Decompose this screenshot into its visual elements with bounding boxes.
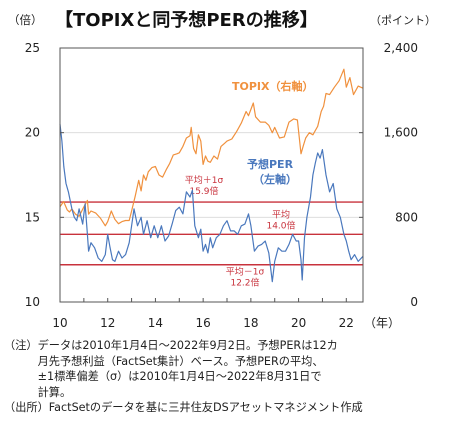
topix-series-label: TOPIX（右軸） bbox=[232, 79, 314, 93]
left-tick-label: 25 bbox=[25, 41, 40, 55]
x-tick-label: 18 bbox=[243, 316, 258, 330]
note-caveat-head: （注） bbox=[4, 339, 38, 352]
topix-line bbox=[59, 68, 364, 227]
right-tick-label: 1,600 bbox=[384, 126, 418, 140]
x-tick-label: 12 bbox=[100, 316, 115, 330]
right-tick-label: 0 bbox=[410, 295, 418, 309]
right-tick-label: 2,400 bbox=[384, 41, 418, 55]
note-caveat-line: 月先予想利益（FactSet集計）ベース。予想PERの平均、 bbox=[37, 354, 324, 368]
ref-line-label: 平均＋1σ bbox=[185, 174, 224, 186]
series-lines bbox=[59, 68, 364, 283]
chart-area: （倍） 【TOPIXと同予想PERの推移】 （ポイント） 平均＋1σ15.9倍平… bbox=[8, 9, 436, 330]
x-axis-unit: （年） bbox=[364, 316, 400, 330]
note-caveat-line: 計算。 bbox=[37, 385, 72, 399]
notes-section: （注） データは2010年1月4日～2022年9月2日。予想PERは12カ 月先… bbox=[4, 338, 450, 416]
left-tick-label: 10 bbox=[25, 295, 40, 309]
note-caveat: （注） データは2010年1月4日～2022年9月2日。予想PERは12カ 月先… bbox=[4, 338, 450, 400]
x-tick-label: 10 bbox=[52, 316, 67, 330]
x-tick-label: 20 bbox=[291, 316, 306, 330]
chart-title: 【TOPIXと同予想PERの推移】 bbox=[55, 9, 318, 31]
x-tick-label: 16 bbox=[196, 316, 211, 330]
left-tick-label: 15 bbox=[25, 210, 40, 224]
ref-line-label: 平均 bbox=[272, 208, 290, 220]
axes bbox=[59, 47, 364, 303]
plot-frame bbox=[59, 47, 364, 303]
note-source: （出所） FactSetのデータを基に三井住友DSアセットマネジメント作成 bbox=[4, 400, 450, 416]
note-caveat-line: データは2010年1月4日～2022年9月2日。予想PERは12カ bbox=[37, 339, 338, 352]
grid bbox=[60, 47, 363, 303]
ref-line-value: 15.9倍 bbox=[189, 185, 218, 197]
ref-line-label: 平均－1σ bbox=[226, 266, 265, 278]
note-source-head: （出所） bbox=[4, 401, 49, 415]
x-tick-label: 22 bbox=[339, 316, 354, 330]
tick-labels: 10 15 20 25 0 800 1,600 2,400 10 12 14 16 18 20 22 bbox=[25, 41, 418, 330]
note-source-line: FactSetのデータを基に三井住友DSアセットマネジメント作成 bbox=[48, 401, 363, 415]
per-series-label: 予想PER （左軸） bbox=[247, 157, 297, 186]
x-tick-label: 14 bbox=[148, 316, 163, 330]
per-line bbox=[59, 124, 364, 283]
note-caveat-line: ±1標準偏差（σ）は2010年1月4日～2022年8月31日で bbox=[37, 370, 322, 384]
ref-line-value: 12.2倍 bbox=[230, 277, 259, 289]
ref-line-value: 14.0倍 bbox=[266, 219, 295, 231]
right-axis-unit: （ポイント） bbox=[370, 14, 436, 27]
left-axis-unit: （倍） bbox=[8, 13, 43, 27]
right-tick-label: 800 bbox=[395, 210, 418, 224]
left-tick-label: 20 bbox=[25, 126, 40, 140]
